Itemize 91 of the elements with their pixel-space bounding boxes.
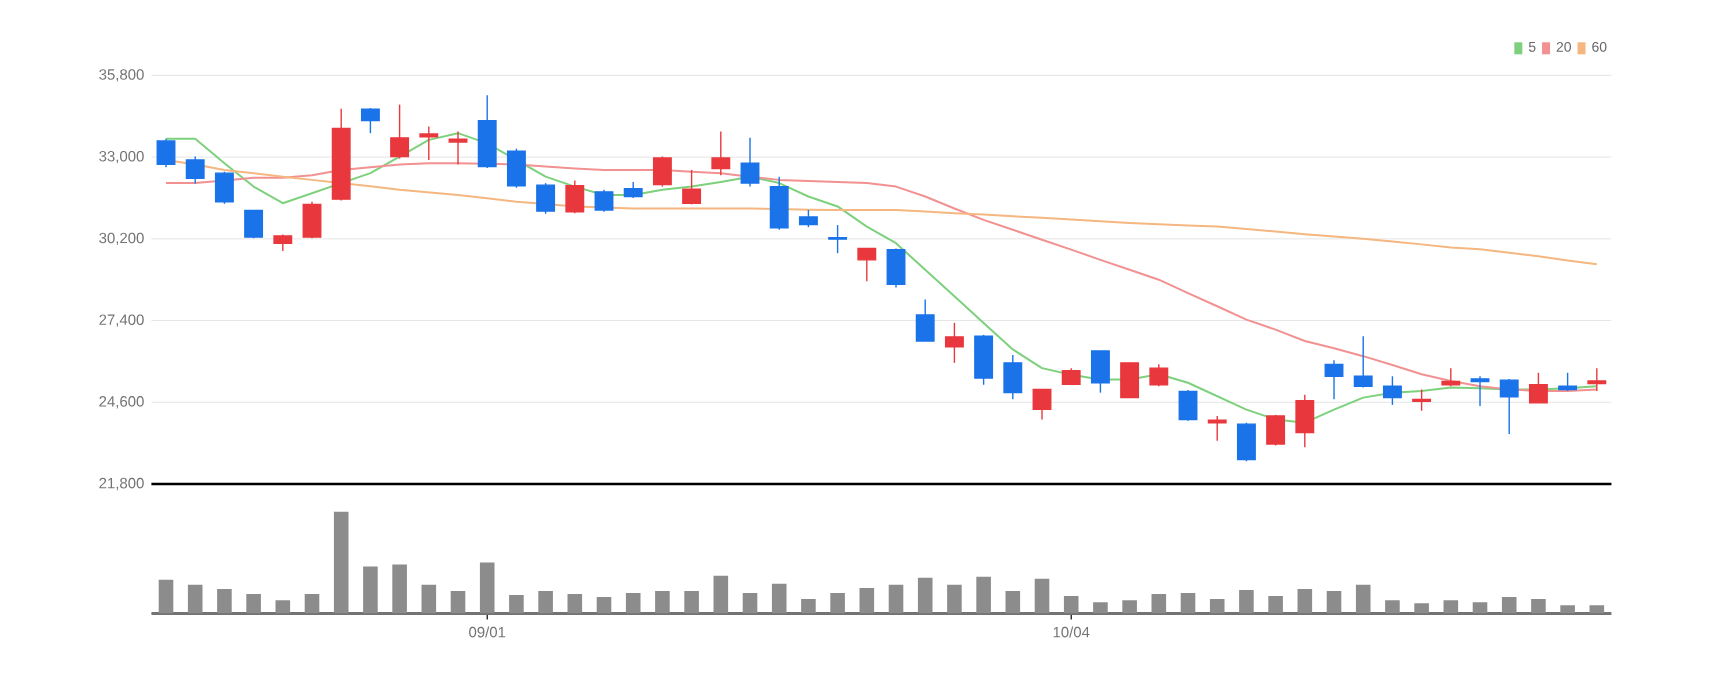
candlestick	[974, 334, 994, 386]
candlestick	[1090, 350, 1110, 394]
bar	[917, 577, 933, 614]
candlestick	[390, 103, 410, 160]
bar	[596, 597, 612, 614]
bar	[1063, 596, 1079, 614]
candlestick	[185, 155, 205, 185]
candlestick	[1499, 378, 1519, 435]
bar	[1151, 594, 1167, 614]
candlestick	[536, 182, 556, 215]
candlestick	[652, 155, 672, 188]
candlestick	[1295, 393, 1315, 448]
bar	[1005, 590, 1021, 614]
candlestick	[740, 137, 760, 188]
bar	[158, 579, 174, 614]
candlestick	[915, 298, 935, 342]
candlestick	[448, 130, 468, 166]
candlestick	[302, 201, 322, 239]
bar	[509, 595, 524, 614]
bar	[655, 590, 670, 614]
bar	[1326, 590, 1342, 614]
bar	[859, 587, 875, 614]
bar	[187, 584, 203, 614]
candlestick	[857, 247, 877, 282]
bar	[217, 588, 232, 614]
candlestick	[565, 179, 585, 214]
bar	[1560, 605, 1575, 614]
candlestick	[156, 138, 176, 169]
bar	[1093, 602, 1108, 614]
candlestick	[214, 171, 234, 205]
candlestick	[1528, 372, 1548, 404]
bar	[1501, 597, 1517, 614]
bar	[976, 576, 991, 614]
bar	[713, 575, 729, 614]
bar	[304, 594, 320, 614]
bar	[538, 590, 553, 614]
bar	[625, 593, 641, 614]
candlestick	[594, 189, 614, 213]
bar	[1443, 600, 1459, 614]
candlestick	[360, 107, 380, 134]
bar	[1589, 605, 1605, 614]
bar	[275, 600, 291, 614]
candlestick	[1470, 375, 1490, 407]
candlestick	[1412, 388, 1432, 412]
candlestick	[506, 147, 526, 189]
bar	[1472, 602, 1488, 614]
candlestick	[1003, 354, 1023, 401]
bar	[830, 593, 845, 614]
bar	[1531, 599, 1546, 614]
bar	[1122, 600, 1137, 614]
bar	[421, 584, 437, 614]
bar	[947, 584, 962, 614]
candlestick	[711, 130, 731, 176]
bar	[450, 590, 466, 614]
bar	[801, 599, 816, 614]
bar	[1209, 599, 1225, 614]
candlestick	[1120, 362, 1140, 399]
bar	[771, 583, 787, 614]
candlestick	[419, 125, 439, 161]
bar	[1385, 600, 1400, 614]
candlestick	[1353, 335, 1373, 389]
bar	[333, 511, 349, 614]
candlestick	[1149, 363, 1169, 387]
bar	[684, 590, 699, 614]
candlestick	[1207, 415, 1227, 442]
candlestick	[1382, 375, 1402, 406]
candlestick	[1032, 388, 1052, 421]
bar	[1355, 584, 1371, 614]
bar	[888, 584, 904, 614]
bar	[479, 562, 495, 614]
bar	[1034, 578, 1050, 614]
bar	[392, 564, 407, 614]
bar	[1414, 603, 1429, 614]
candlestick	[1587, 367, 1607, 392]
candlestick	[769, 175, 789, 231]
bar	[742, 593, 758, 614]
candlestick	[477, 94, 497, 169]
candlestick	[886, 247, 906, 289]
bar	[567, 594, 583, 614]
candlestick	[828, 224, 848, 254]
bar	[363, 566, 378, 614]
candlestick	[1236, 422, 1256, 462]
bar	[1239, 589, 1254, 614]
candlestick	[682, 169, 702, 206]
bar	[1268, 596, 1283, 614]
bar	[1297, 588, 1313, 614]
candlestick	[1178, 389, 1198, 422]
bar	[1180, 593, 1196, 614]
bar	[246, 594, 261, 614]
candlestick	[1324, 359, 1344, 401]
candlestick	[944, 322, 964, 364]
